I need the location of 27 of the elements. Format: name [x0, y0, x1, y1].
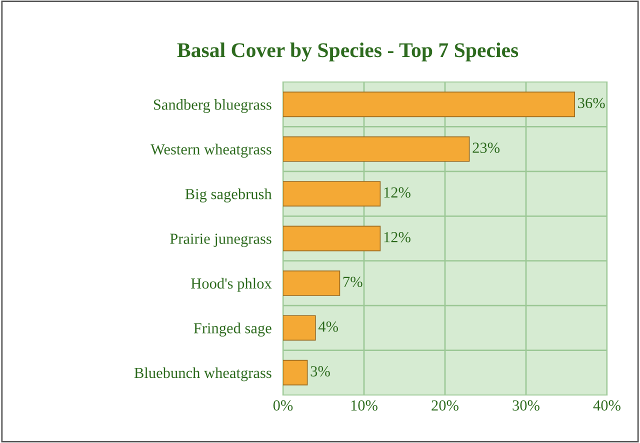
- x-tick-label: 20%: [432, 400, 458, 411]
- data-label: 3%: [310, 366, 330, 377]
- data-label: 4%: [318, 321, 338, 332]
- bar: [283, 181, 381, 206]
- y-tick-label: Bluebunch wheatgrass: [134, 367, 272, 382]
- y-tick-label: Fringed sage: [194, 322, 272, 337]
- y-tick-label: Western wheatgrass: [150, 144, 272, 158]
- y-tick-label: Prairie junegrass: [170, 234, 272, 248]
- data-label: 12%: [384, 187, 410, 198]
- data-label: 36%: [578, 98, 605, 108]
- x-tick-label: 30%: [512, 400, 540, 411]
- bar: [283, 360, 308, 386]
- data-label: 7%: [343, 276, 362, 288]
- data-label: 12%: [384, 232, 410, 242]
- x-tick-label: 10%: [351, 400, 378, 411]
- y-tick-label: Sandberg bluegrass: [154, 99, 272, 113]
- data-label: 23%: [472, 142, 500, 153]
- bar: [283, 270, 340, 296]
- x-tick-label: 0%: [273, 400, 293, 411]
- bar: [283, 226, 381, 252]
- bar: [283, 136, 470, 162]
- chart-title: Basal Cover by Species - Top 7 Species: [177, 42, 518, 62]
- y-tick-label: Hood's phlox: [191, 278, 272, 292]
- bar: [283, 92, 576, 118]
- bar: [283, 315, 316, 341]
- y-tick-label: Big sagebrush: [185, 188, 272, 202]
- x-tick-label: 40%: [593, 400, 620, 411]
